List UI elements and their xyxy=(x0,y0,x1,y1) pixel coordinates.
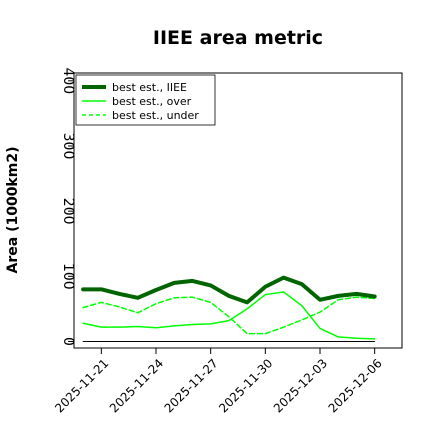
series-layer xyxy=(81,275,377,342)
y-tick-label-100: 100 xyxy=(60,263,76,290)
x-tick-label-2025-11-24: 2025-11-24 xyxy=(107,356,166,415)
series-line-best-est-iiee xyxy=(81,275,377,305)
plot-frame xyxy=(73,72,403,349)
y-tick-label-0: 0 xyxy=(60,337,76,346)
x-tick-label-2025-11-21: 2025-11-21 xyxy=(52,356,111,415)
series-line-best-est-over xyxy=(82,291,376,340)
series-line-best-est-under xyxy=(82,296,376,335)
y-tick-label-400: 400 xyxy=(60,67,76,94)
legend-label-iiee: best est., IIEE xyxy=(112,81,187,94)
y-axis-label: Area (1000km2) xyxy=(5,147,21,274)
legend-label-under: best est., under xyxy=(112,109,199,122)
legend: best est., IIEE best est., over best est… xyxy=(75,74,216,126)
y-tick-label-200: 200 xyxy=(60,198,76,225)
x-tick-label-2025-11-30: 2025-11-30 xyxy=(216,356,275,415)
legend-label-over: best est., over xyxy=(112,95,192,108)
y-tick-label-300: 300 xyxy=(60,133,76,160)
legend-box xyxy=(75,74,216,126)
x-tick-label-2025-12-06: 2025-12-06 xyxy=(326,356,385,415)
x-tick-label-2025-12-03: 2025-12-03 xyxy=(271,356,330,415)
chart-title: IIEE area metric xyxy=(153,27,323,49)
x-tick-label-2025-11-27: 2025-11-27 xyxy=(162,356,221,415)
